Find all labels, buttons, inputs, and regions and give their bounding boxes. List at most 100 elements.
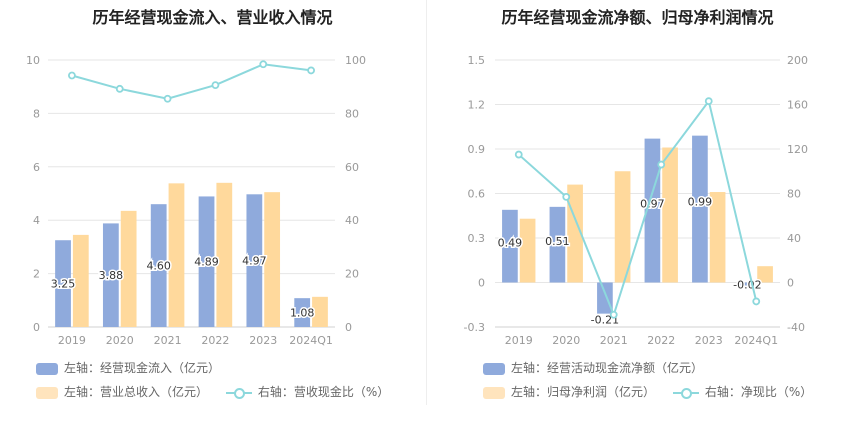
bar-primary [692,135,708,283]
x-tick-label: 2023 [695,334,723,347]
data-label: 0.51 [545,235,570,248]
data-label: 4.60 [146,260,171,273]
bar-primary [549,206,566,283]
y-tick-label-right: 200 [787,54,808,67]
y-tick-label-right: 80 [345,107,359,120]
x-tick-label: 2022 [647,334,675,347]
bar-primary [102,223,119,327]
x-tick-label: 2020 [552,334,580,347]
series-line [71,63,312,100]
chart-title: 历年经营现金流净额、归母净利润情况 [501,8,774,27]
y-tick-label-left: -0.3 [464,321,485,334]
chart-panel-cash-inflow-revenue: 历年经营现金流入、营业收入情况 0 0 2 20 4 40 6 60 8 80 10 100 2019 3… [26,8,389,400]
y-tick-label-right: 0 [787,277,794,290]
legend-label: 右轴：营收现金比（%） [257,385,390,399]
legend-item-net-profit[interactable]: 左轴：归母净利润（亿元） [483,383,655,400]
legend-swatch-line-icon [672,387,699,399]
chart-panel-net-cash-profit: 历年经营现金流净额、归母净利润情况 -0.3 -40 0 0 0.3 40 0.6 80 0.9… [425,0,850,437]
data-label: 0.97 [640,197,665,210]
bar-primary [150,204,167,327]
y-tick-label-left: 6 [33,161,40,174]
y-tick-label-left: 0 [33,321,40,334]
bar-primary [55,240,71,327]
y-tick-label-right: 60 [345,161,359,174]
line-point [163,94,172,103]
legend-row-2: 左轴：营业总收入（亿元） 右轴：营收现金比（%） [36,383,389,400]
y-tick-label-right: 160 [787,99,808,112]
line-point [68,71,76,80]
x-tick-label: 2019 [58,334,86,347]
data-label: 1.08 [290,307,315,320]
line-point [115,84,124,93]
y-tick-label-left: 0.6 [468,188,486,201]
bar-primary [294,298,311,327]
y-tick-label-left: 0.3 [468,232,486,245]
y-tick-label-right: 20 [345,268,359,281]
y-tick-label-right: 40 [787,232,801,245]
chart-cash-inflow-revenue: 0 0 2 20 4 40 6 60 8 80 10 100 2019 3.25 2020 3.88 2021 4… [26,54,366,347]
legend-swatch-bar-orange [483,386,505,399]
panel-divider [426,0,427,405]
bar-secondary [72,234,89,327]
legend-row-2: 左轴：归母净利润（亿元） 右轴：净现比（%） [483,383,812,400]
line-point [657,160,666,169]
y-tick-label-right: 40 [345,214,359,227]
y-tick-label-left: 8 [33,107,40,120]
data-label: 0.99 [688,196,713,209]
y-tick-label-right: 0 [345,321,352,334]
y-tick-label-right: 120 [787,143,808,156]
bar-secondary [216,182,233,327]
y-tick-label-left: 0 [478,277,485,290]
y-tick-label-right: 100 [345,54,366,67]
y-tick-label-left: 2 [33,268,40,281]
y-tick-label-left: 1.5 [468,54,486,67]
data-label: 0.49 [498,237,522,250]
x-tick-label: 2021 [600,334,628,347]
chart-net-cash-profit: -0.3 -40 0 0 0.3 40 0.6 80 0.9 120 1.2 160 1.5 200 201… [464,54,808,347]
legend-label: 左轴：经营现金流入（亿元） [64,361,221,375]
legend-swatch-bar-blue [483,362,505,375]
x-tick-label: 2024Q1 [289,334,333,347]
line-point [609,310,618,319]
line-point [752,297,761,306]
legend-swatch-bar-blue [36,362,58,375]
x-tick-label: 2021 [154,334,182,347]
legend-swatch-bar-orange [36,386,58,399]
data-label: 3.88 [99,269,124,282]
y-tick-label-left: 4 [33,214,40,227]
bar-secondary [168,183,185,327]
bar-secondary [614,171,631,283]
bar-primary [198,196,215,327]
legend-item-net-operating-cash[interactable]: 左轴：经营活动现金流净额（亿元） [483,359,703,376]
legend-label: 左轴：经营活动现金流净额（亿元） [511,361,704,375]
legend-item-revenue[interactable]: 左轴：营业总收入（亿元） [36,383,208,400]
data-label: -0.02 [733,279,761,292]
bar-primary [597,282,613,314]
bar-secondary [264,192,281,327]
y-tick-label-left: 0.9 [468,143,486,156]
legend-row-1: 左轴：经营现金流入（亿元） [36,359,220,376]
bar-secondary [662,147,678,283]
legend-item-cash-revenue-ratio[interactable]: 右轴：营收现金比（%） [225,383,390,400]
line-point [211,81,220,89]
y-tick-label-left: 10 [26,54,40,67]
legend-label: 左轴：营业总收入（亿元） [64,385,209,399]
data-label: 3.25 [51,278,76,291]
legend-item-cash-inflow[interactable]: 左轴：经营现金流入（亿元） [36,359,220,376]
y-tick-label-left: 1.2 [468,99,486,112]
data-label: 4.89 [194,256,219,269]
legend-item-net-cash-ratio[interactable]: 右轴：净现比（%） [672,383,813,400]
line-point [259,60,268,69]
line-point [514,150,523,159]
bar-primary [644,138,661,283]
y-tick-label-right: 80 [787,188,801,201]
legend-label: 右轴：净现比（%） [704,385,813,399]
bar-primary [502,209,518,283]
legend-label: 左轴：归母净利润（亿元） [511,385,656,399]
data-label: 4.97 [242,255,267,268]
legend-swatch-line-icon [225,387,252,399]
bar-primary [246,194,263,327]
line-point [704,97,713,106]
x-tick-label: 2022 [201,334,229,347]
chart-title: 历年经营现金流入、营业收入情况 [92,8,333,27]
